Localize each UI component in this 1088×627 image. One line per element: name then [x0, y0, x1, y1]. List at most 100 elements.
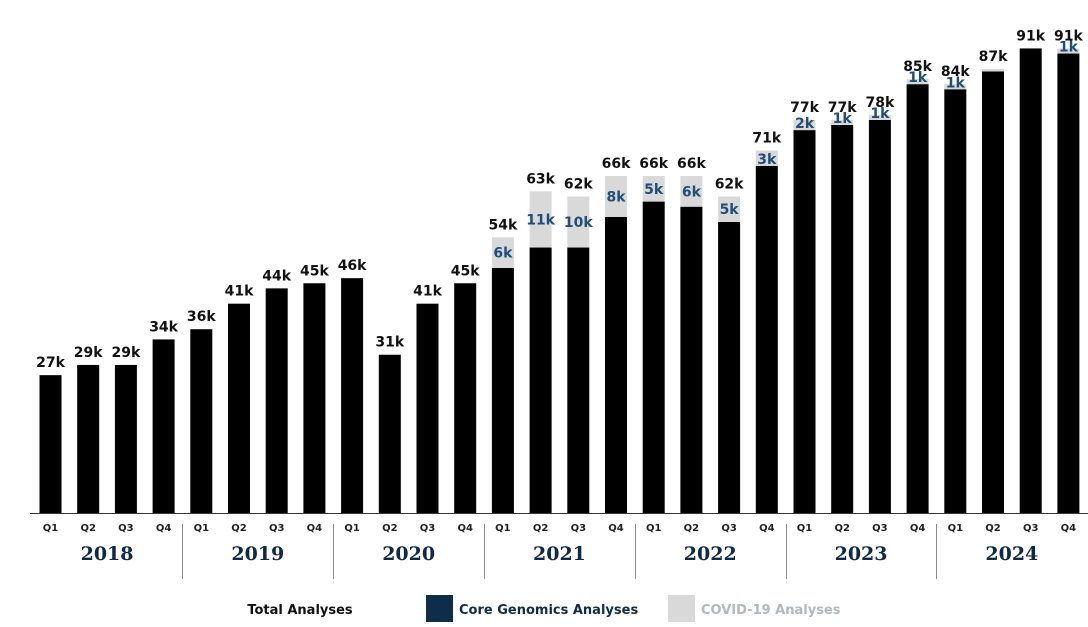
covid-label-16: 5k [644, 182, 664, 198]
bar-core-24 [944, 89, 967, 514]
bar-core-25 [982, 71, 1004, 513]
bar-core-1 [77, 364, 100, 513]
quarter-tick-20: Q1 [797, 523, 813, 534]
total-label-18: 62k [715, 176, 744, 192]
quarter-tick-11: Q4 [457, 523, 473, 534]
covid-label-14: 10k [564, 215, 593, 231]
bar-core-27 [1057, 53, 1080, 514]
bar-core-11 [454, 283, 477, 513]
total-label-11: 45k [451, 263, 480, 279]
quarter-tick-23: Q4 [910, 523, 926, 534]
bar-covid-19 [755, 150, 778, 166]
quarter-tick-14: Q3 [571, 523, 587, 534]
total-label-22: 78k [866, 95, 895, 111]
quarter-tick-18: Q3 [721, 523, 737, 534]
year-label-2022: 2022 [684, 543, 737, 565]
bar-core-13 [529, 247, 552, 514]
bar-covid-24 [944, 84, 967, 90]
quarter-tick-2: Q3 [118, 523, 134, 534]
bar-core-8 [341, 278, 364, 513]
quarter-tick-19: Q4 [759, 523, 775, 534]
total-label-20: 77k [790, 100, 819, 116]
bar-covid-15 [605, 176, 627, 217]
quarter-tick-3: Q4 [156, 523, 172, 534]
bar-covid-25 [982, 68, 1004, 72]
quarter-tick-26: Q3 [1023, 523, 1039, 534]
total-label-24: 84k [941, 64, 970, 80]
year-label-2020: 2020 [382, 543, 435, 565]
bar-core-3 [152, 339, 175, 513]
covid-label-12: 6k [493, 246, 513, 262]
quarter-tick-0: Q1 [43, 523, 59, 534]
quarter-tick-22: Q3 [872, 523, 888, 534]
bar-core-16 [642, 201, 665, 513]
quarter-tick-13: Q2 [533, 523, 549, 534]
legend: Total Analyses Core Genomics Analyses CO… [247, 595, 841, 622]
bar-covid-16 [642, 176, 665, 202]
total-label-2: 29k [112, 345, 141, 361]
total-label-17: 66k [677, 156, 706, 172]
bar-covid-23 [906, 79, 929, 85]
quarter-tick-24: Q1 [948, 523, 964, 534]
legend-total-analyses-label: Total Analyses [247, 603, 353, 618]
bar-core-9 [378, 354, 401, 513]
quarter-tick-17: Q2 [684, 523, 700, 534]
covid-label-18: 5k [720, 202, 740, 218]
quarter-tick-8: Q1 [344, 523, 360, 534]
total-label-0: 27k [36, 355, 65, 371]
quarter-tick-12: Q1 [495, 523, 511, 534]
bar-covid-14 [567, 196, 590, 248]
legend-core-genomics-label: Core Genomics Analyses [459, 603, 638, 618]
bar-core-26 [1019, 48, 1042, 513]
year-label-2018: 2018 [81, 543, 134, 565]
bar-core-4 [190, 329, 213, 513]
total-label-23: 85k [903, 59, 932, 75]
total-label-12: 54k [489, 217, 518, 233]
total-label-3: 34k [149, 319, 178, 335]
total-label-6: 44k [262, 268, 291, 284]
total-label-10: 41k [413, 284, 442, 300]
total-label-4: 36k [187, 309, 216, 325]
covid-label-21: 1k [833, 111, 853, 127]
year-label-2023: 2023 [835, 543, 888, 565]
total-label-15: 66k [602, 156, 631, 172]
quarter-tick-7: Q4 [307, 523, 323, 534]
quarter-tick-27: Q4 [1061, 523, 1077, 534]
covid-label-24: 1k [946, 75, 966, 91]
bar-core-22 [868, 119, 891, 513]
total-label-13: 63k [526, 171, 555, 187]
bar-covid-12 [491, 237, 514, 268]
bar-covid-18 [718, 196, 741, 222]
bar-covid-13 [529, 191, 552, 248]
bar-core-14 [567, 247, 590, 514]
bar-core-21 [831, 125, 854, 513]
bar-covid-22 [868, 114, 891, 120]
covid-label-19: 3k [757, 152, 777, 168]
quarter-tick-16: Q1 [646, 523, 662, 534]
quarter-tick-4: Q1 [194, 523, 210, 534]
total-label-19: 71k [752, 131, 781, 147]
total-label-8: 46k [338, 258, 367, 274]
total-label-9: 31k [375, 335, 404, 351]
bar-core-2 [114, 364, 137, 513]
quarter-tick-9: Q2 [382, 523, 398, 534]
total-label-25: 87k [979, 49, 1008, 65]
legend-covid-swatch [668, 595, 695, 622]
bar-core-5 [228, 303, 250, 513]
quarter-tick-10: Q3 [420, 523, 436, 534]
quarter-tick-25: Q2 [985, 523, 1001, 534]
covid-label-22: 1k [870, 106, 890, 122]
bar-core-18 [718, 222, 741, 513]
bar-core-20 [793, 130, 816, 513]
year-label-2021: 2021 [533, 543, 586, 565]
bar-core-0 [39, 375, 62, 513]
total-label-21: 77k [828, 100, 857, 116]
bar-core-17 [680, 206, 703, 513]
bars-layer [39, 48, 1080, 514]
bar-core-15 [605, 216, 627, 514]
legend-covid-analyses-label: COVID-19 Analyses [701, 603, 841, 618]
covid-label-17: 6k [682, 184, 702, 200]
quarter-tick-5: Q2 [231, 523, 247, 534]
total-label-7: 45k [300, 263, 329, 279]
total-label-1: 29k [74, 345, 103, 361]
